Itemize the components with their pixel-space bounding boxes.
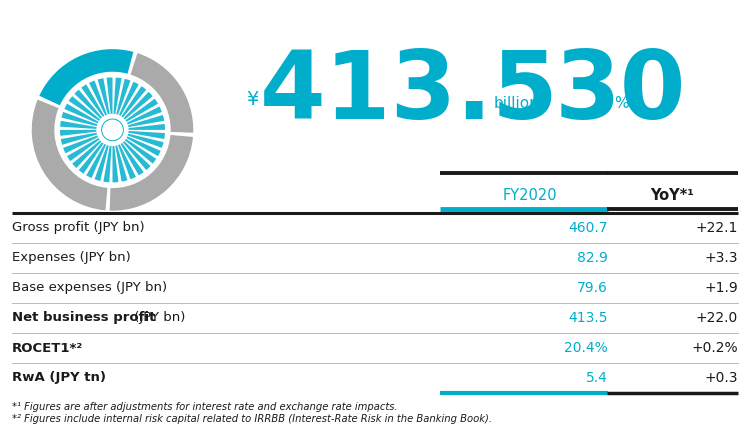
Wedge shape [124,92,153,120]
Wedge shape [81,84,104,117]
Wedge shape [79,142,104,174]
Text: RwA (JPY tn): RwA (JPY tn) [12,372,106,385]
Wedge shape [119,82,139,116]
Text: *² Figures include internal risk capital related to IRRBB (Interest-Rate Risk in: *² Figures include internal risk capital… [12,414,492,424]
Wedge shape [122,86,146,117]
Wedge shape [32,100,107,210]
Text: %: % [614,96,628,111]
Text: ROCET1*²: ROCET1*² [12,342,83,355]
Text: billion: billion [494,96,540,111]
Text: +3.3: +3.3 [704,251,738,265]
Wedge shape [123,141,151,170]
Text: +0.3: +0.3 [704,371,738,385]
Wedge shape [125,99,158,122]
Wedge shape [128,131,165,139]
Text: Net business profit: Net business profit [12,311,155,324]
Wedge shape [127,107,162,124]
Text: +0.2%: +0.2% [692,341,738,355]
Text: +22.1: +22.1 [696,221,738,235]
Wedge shape [94,145,109,181]
Wedge shape [124,139,156,164]
Text: Base expenses (JPY bn): Base expenses (JPY bn) [12,281,167,294]
Text: 20.4%: 20.4% [564,341,608,355]
Wedge shape [116,145,128,181]
Wedge shape [60,121,97,129]
Wedge shape [130,53,194,133]
Text: 413.5: 413.5 [568,311,608,325]
Text: Expenses (JPY bn): Expenses (JPY bn) [12,252,130,265]
Wedge shape [64,103,98,123]
Wedge shape [61,132,97,145]
Wedge shape [89,81,107,116]
Circle shape [103,120,122,139]
Wedge shape [98,78,109,114]
Text: ¥: ¥ [246,90,258,109]
Wedge shape [127,136,160,156]
Text: *¹ Figures are after adjustments for interest rate and exchange rate impacts.: *¹ Figures are after adjustments for int… [12,402,398,412]
Wedge shape [63,136,98,153]
Text: 79.6: 79.6 [578,281,608,295]
Wedge shape [72,140,101,168]
Text: 30: 30 [555,47,686,139]
Text: 82.9: 82.9 [578,251,608,265]
Text: YoY*¹: YoY*¹ [650,187,694,203]
Wedge shape [106,78,112,114]
Wedge shape [104,146,112,182]
Text: FY2020: FY2020 [503,187,557,203]
Text: 460.7: 460.7 [568,221,608,235]
Wedge shape [112,146,118,182]
Wedge shape [62,112,98,126]
Wedge shape [118,144,136,179]
Wedge shape [113,78,122,114]
Wedge shape [121,143,144,175]
Text: 413.5: 413.5 [260,47,559,139]
Wedge shape [60,130,97,136]
Wedge shape [110,135,193,211]
Text: 5.4: 5.4 [586,371,608,385]
Wedge shape [67,138,100,161]
Text: (JPY bn): (JPY bn) [130,311,185,324]
Text: +22.0: +22.0 [696,311,738,325]
Wedge shape [116,79,130,115]
Wedge shape [128,124,165,130]
Wedge shape [86,144,106,178]
Wedge shape [128,115,164,127]
Wedge shape [74,90,102,119]
Wedge shape [128,134,164,148]
Text: Gross profit (JPY bn): Gross profit (JPY bn) [12,222,145,235]
Wedge shape [39,49,134,105]
Wedge shape [69,96,100,121]
Text: +1.9: +1.9 [704,281,738,295]
